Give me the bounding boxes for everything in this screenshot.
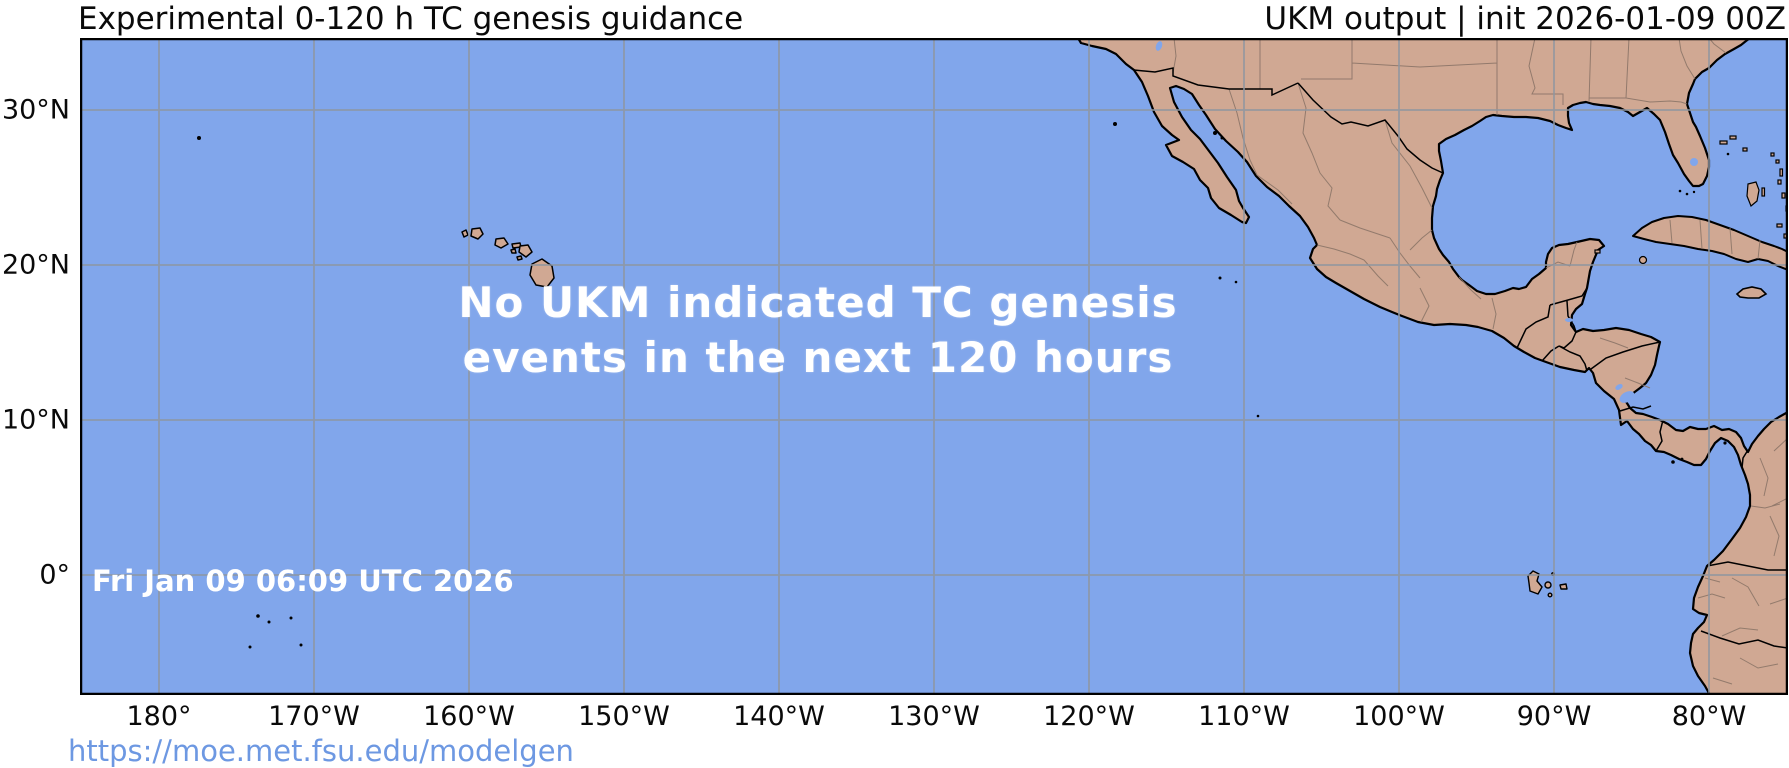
landmass-cuba xyxy=(1632,215,1788,271)
isla-juventud xyxy=(1638,255,1648,265)
x-tick-label: 140°W xyxy=(733,701,825,732)
graticule xyxy=(80,38,1788,695)
x-tick-label: 80°W xyxy=(1671,701,1747,732)
no-genesis-message-line1: No UKM indicated TC genesis xyxy=(458,278,1178,327)
y-tick-label: 20°N xyxy=(1,249,70,281)
page-title: Experimental 0-120 h TC genesis guidance xyxy=(78,1,744,37)
y-tick-label: 10°N xyxy=(1,404,70,436)
landmass-group xyxy=(461,38,1788,695)
source-url-link[interactable]: https://moe.met.fsu.edu/modelgen xyxy=(68,734,574,768)
y-tick-label: 30°N xyxy=(1,94,70,126)
y-tick-label: 0° xyxy=(39,559,70,591)
bahamas-islands xyxy=(1594,135,1788,254)
map-frame xyxy=(80,38,1788,695)
pacific-basin-map: No UKM indicated TC genesis events in th… xyxy=(80,38,1788,695)
x-tick-label: 180° xyxy=(126,701,192,732)
country-borders xyxy=(1133,67,1788,649)
lakes xyxy=(1155,41,1698,403)
x-tick-label: 90°W xyxy=(1516,701,1592,732)
landmass-americas xyxy=(1076,38,1788,695)
x-tick-label: 110°W xyxy=(1198,701,1290,732)
x-tick-label: 130°W xyxy=(888,701,980,732)
x-tick-label: 150°W xyxy=(578,701,670,732)
small-island-dots xyxy=(197,122,1730,649)
no-genesis-message-line2: events in the next 120 hours xyxy=(462,333,1174,382)
x-tick-label: 160°W xyxy=(423,701,515,732)
no-genesis-message: No UKM indicated TC genesis events in th… xyxy=(80,275,1556,385)
x-tick-label: 100°W xyxy=(1353,701,1445,732)
valid-time-label: Fri Jan 09 06:09 UTC 2026 xyxy=(92,564,514,598)
map-canvas xyxy=(80,38,1788,695)
admin-borders xyxy=(1172,38,1788,685)
x-tick-label: 120°W xyxy=(1043,701,1135,732)
hawaiian-islands xyxy=(461,227,555,288)
landmass-jamaica xyxy=(1735,286,1768,299)
x-tick-label: 170°W xyxy=(268,701,360,732)
model-init-label: UKM output | init 2026-01-09 00Z xyxy=(1264,1,1786,37)
